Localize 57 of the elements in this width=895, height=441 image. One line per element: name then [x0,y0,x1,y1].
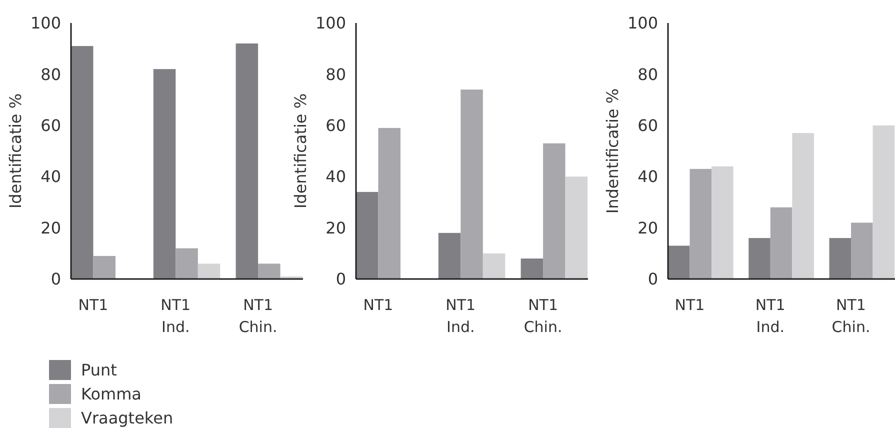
y-tick-label: 0 [50,270,61,289]
y-tick-label: 80 [326,64,346,84]
y-tick-label: 100 [30,14,61,33]
y-tick-label: 100 [627,14,658,33]
bar [565,176,588,279]
x-tick-label: NT1 Chin. [238,296,278,336]
bar [668,246,690,279]
bar [258,264,280,279]
bar [198,264,220,279]
legend-label: Punt [81,360,117,380]
bar [851,222,873,279]
y-tick-label: 20 [40,218,61,238]
y-tick-label: 40 [40,167,61,186]
bar [712,166,734,279]
y-axis-title: Identificatie % [291,93,310,209]
bar [770,207,792,279]
y-tick-label: 0 [648,270,658,289]
bar [460,90,483,279]
bar [520,258,544,279]
y-axis-title: Identificatie % [6,93,25,209]
x-tick-label: NT1 Ind. [755,296,786,336]
y-tick-label: 60 [40,116,61,135]
y-tick-label: 100 [315,14,346,33]
legend-label: Vraagteken [81,408,174,428]
bar [690,168,712,279]
bar [872,125,895,279]
y-tick-label: 80 [40,64,61,84]
y-tick-label: 20 [326,218,346,238]
y-tick-label: 20 [638,218,658,238]
y-tick-label: 40 [638,167,658,186]
y-tick-label: 0 [336,270,346,289]
y-tick-label: 60 [638,116,658,135]
bar [829,238,852,279]
y-tick-label: 80 [638,64,658,84]
bar [356,192,378,279]
bar [748,238,770,279]
legend-label: Komma [81,384,142,404]
bar [543,143,566,279]
x-tick-label: NT1 Ind. [446,296,476,336]
bar [792,133,814,279]
bar [71,46,94,279]
x-tick-label: NT1 Ind. [160,296,191,336]
bar [93,256,116,279]
y-tick-label: 40 [326,167,346,186]
bar [236,43,258,279]
bar [482,253,506,279]
x-tick-label: NT1 [363,296,394,314]
bar [378,128,400,279]
x-tick-label: NT1 Chin. [524,296,562,336]
bar [438,232,461,279]
y-tick-label: 60 [326,116,346,135]
x-tick-label: NT1 [674,296,705,314]
bar [176,248,198,279]
x-tick-label: NT1 [78,296,108,314]
y-axis-title: Indentificatie % [603,88,622,214]
bar [153,69,176,279]
x-tick-label: NT1 Chin. [832,296,870,336]
